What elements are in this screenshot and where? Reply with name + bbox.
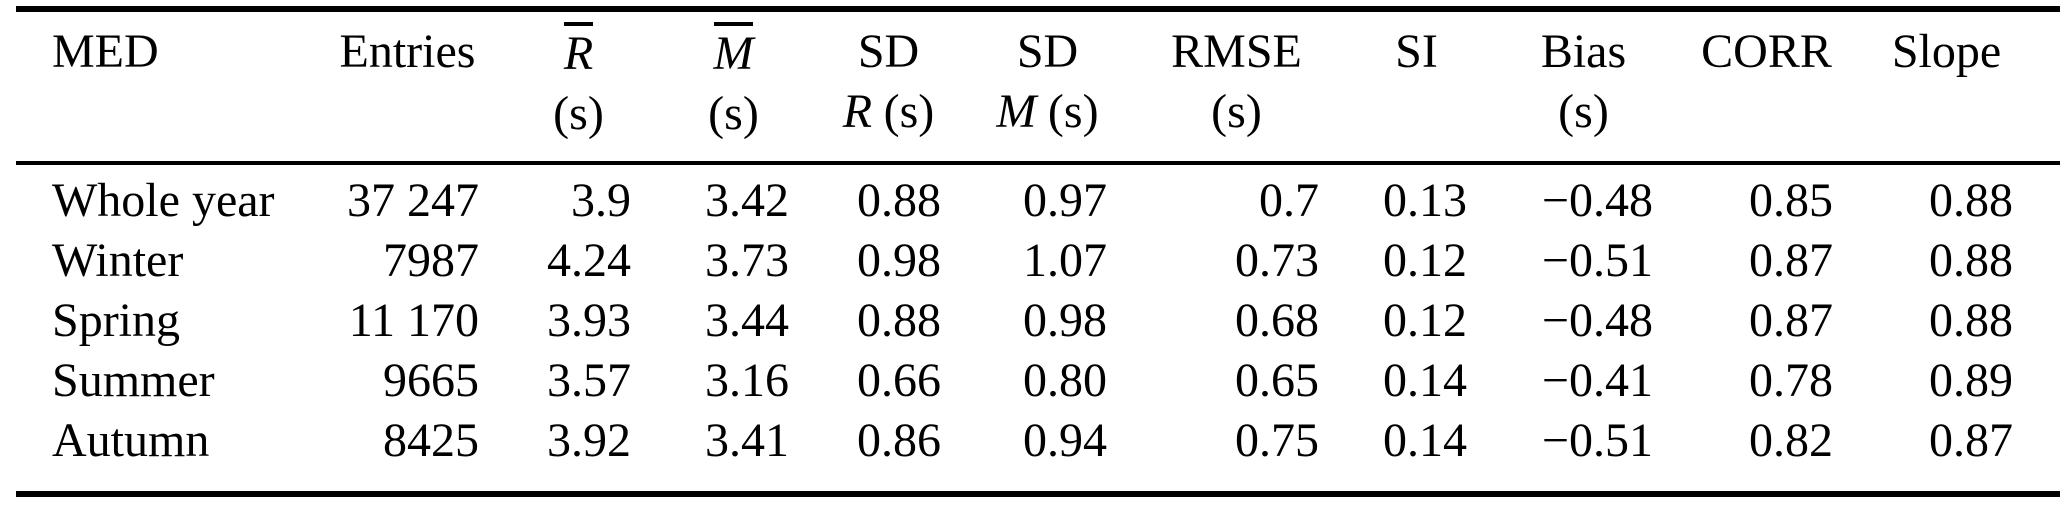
cell-m-mean: 3.42 — [705, 174, 789, 227]
r-mean-symbol: R — [526, 22, 631, 84]
cell-r-mean: 4.24 — [547, 234, 631, 287]
cell-corr: 0.87 — [1749, 294, 1833, 347]
cell-sd-m: 0.98 — [1023, 294, 1107, 347]
cell-si: 0.12 — [1383, 234, 1467, 287]
cell-bias: −0.51 — [1541, 234, 1653, 287]
column-header-slope: Slope — [1850, 9, 2060, 163]
row-label: Winter — [52, 234, 184, 287]
cell-sd-m: 0.80 — [1023, 354, 1107, 407]
row-label: Whole year — [52, 174, 275, 227]
header-row: MED Entries R (s) M (s) SD R (s) — [16, 9, 2060, 163]
bias-unit: (s) — [1558, 85, 1609, 138]
table-body: Whole year 37 247 3.9 3.42 0.88 0.97 0.7… — [16, 163, 2060, 494]
cell-sd-r: 0.66 — [857, 354, 941, 407]
cell-rmse: 0.68 — [1235, 294, 1319, 347]
m-mean-unit: (s) — [708, 87, 759, 140]
row-label: Summer — [52, 354, 215, 407]
cell-entries: 9665 — [383, 354, 479, 407]
cell-sd-m: 0.97 — [1023, 174, 1107, 227]
cell-bias: −0.51 — [1541, 414, 1653, 467]
cell-entries: 8425 — [383, 414, 479, 467]
table-row-winter: Winter 7987 4.24 3.73 0.98 1.07 0.73 0.1… — [16, 231, 2060, 291]
row-label: Spring — [52, 294, 181, 347]
cell-sd-r: 0.88 — [857, 174, 941, 227]
cell-slope: 0.89 — [1929, 354, 2013, 407]
cell-slope: 0.88 — [1929, 294, 2013, 347]
slope-label: Slope — [1891, 25, 2002, 78]
cell-corr: 0.78 — [1749, 354, 1833, 407]
sd-m-unit: M (s) — [996, 85, 1099, 138]
table-row-summer: Summer 9665 3.57 3.16 0.66 0.80 0.65 0.1… — [16, 351, 2060, 411]
cell-si: 0.14 — [1383, 414, 1467, 467]
cell-si: 0.14 — [1383, 354, 1467, 407]
cell-rmse: 0.65 — [1235, 354, 1319, 407]
cell-sd-m: 1.07 — [1023, 234, 1107, 287]
column-header-corr: CORR — [1670, 9, 1850, 163]
column-header-rmse: RMSE (s) — [1124, 9, 1336, 163]
cell-m-mean: 3.73 — [705, 234, 789, 287]
column-header-entries: Entries — [306, 9, 496, 163]
table-row-spring: Spring 11 170 3.93 3.44 0.88 0.98 0.68 0… — [16, 291, 2060, 351]
entries-label: Entries — [339, 25, 476, 78]
column-header-r-mean: R (s) — [496, 9, 648, 163]
r-mean-unit: (s) — [553, 87, 604, 140]
cell-slope: 0.88 — [1929, 234, 2013, 287]
column-header-med: MED — [16, 9, 306, 163]
cell-entries: 7987 — [383, 234, 479, 287]
cell-sd-m: 0.94 — [1023, 414, 1107, 467]
cell-m-mean: 3.16 — [705, 354, 789, 407]
cell-entries: 37 247 — [347, 174, 479, 227]
sd-m-label: SD — [1016, 25, 1079, 78]
si-label: SI — [1395, 25, 1438, 78]
column-header-m-mean: M (s) — [648, 9, 806, 163]
cell-rmse: 0.73 — [1235, 234, 1319, 287]
table-row-whole-year: Whole year 37 247 3.9 3.42 0.88 0.97 0.7… — [16, 163, 2060, 231]
cell-r-mean: 3.93 — [547, 294, 631, 347]
cell-corr: 0.82 — [1749, 414, 1833, 467]
rmse-unit: (s) — [1211, 85, 1262, 138]
table-row-autumn: Autumn 8425 3.92 3.41 0.86 0.94 0.75 0.1… — [16, 411, 2060, 494]
column-header-sd-r: SD R (s) — [806, 9, 958, 163]
cell-rmse: 0.7 — [1259, 174, 1319, 227]
cell-r-mean: 3.9 — [571, 174, 631, 227]
cell-corr: 0.87 — [1749, 234, 1833, 287]
sd-r-label: SD — [857, 25, 920, 78]
rmse-label: RMSE — [1171, 25, 1302, 78]
cell-bias: −0.48 — [1541, 174, 1653, 227]
cell-slope: 0.87 — [1929, 414, 2013, 467]
column-header-si: SI — [1336, 9, 1484, 163]
cell-corr: 0.85 — [1749, 174, 1833, 227]
med-label: MED — [52, 25, 159, 78]
corr-label: CORR — [1701, 25, 1832, 78]
m-mean-symbol: M — [678, 22, 789, 84]
statistics-table: MED Entries R (s) M (s) SD R (s) — [16, 6, 2060, 497]
cell-m-mean: 3.44 — [705, 294, 789, 347]
table-header: MED Entries R (s) M (s) SD R (s) — [16, 9, 2060, 163]
cell-m-mean: 3.41 — [705, 414, 789, 467]
column-header-bias: Bias (s) — [1484, 9, 1670, 163]
cell-r-mean: 3.92 — [547, 414, 631, 467]
cell-si: 0.12 — [1383, 294, 1467, 347]
cell-bias: −0.41 — [1541, 354, 1653, 407]
cell-bias: −0.48 — [1541, 294, 1653, 347]
cell-si: 0.13 — [1383, 174, 1467, 227]
column-header-sd-m: SD M (s) — [958, 9, 1124, 163]
row-label: Autumn — [52, 414, 210, 467]
cell-slope: 0.88 — [1929, 174, 2013, 227]
bias-label: Bias — [1540, 25, 1627, 78]
cell-sd-r: 0.98 — [857, 234, 941, 287]
cell-sd-r: 0.88 — [857, 294, 941, 347]
cell-entries: 11 170 — [348, 294, 479, 347]
cell-sd-r: 0.86 — [857, 414, 941, 467]
cell-rmse: 0.75 — [1235, 414, 1319, 467]
cell-r-mean: 3.57 — [547, 354, 631, 407]
sd-r-unit: R (s) — [842, 85, 935, 138]
